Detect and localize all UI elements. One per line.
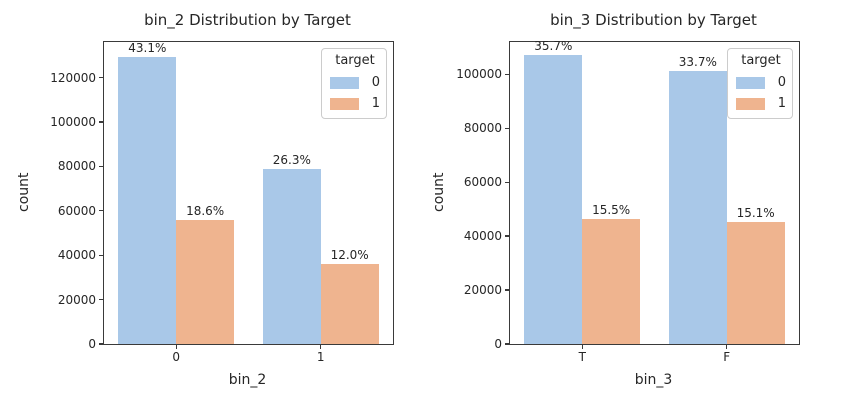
y-tick-label: 0 (494, 337, 502, 351)
x-tick-label: F (723, 350, 731, 364)
y-tick-label: 40000 (57, 248, 96, 263)
bar-bin_2-1-target-1 (320, 264, 379, 344)
bar-bin_3-T-target-1 (582, 218, 641, 344)
legend-swatch (330, 97, 359, 110)
legend-item: 1 (330, 97, 380, 110)
bar-bin_2-0-target-1 (176, 220, 235, 344)
chart-title: bin_2 Distribution by Target (144, 11, 351, 29)
y-tick-label: 20000 (463, 283, 502, 298)
bar-value-label: 15.1% (736, 205, 775, 220)
y-tick-label: 100000 (50, 114, 96, 129)
chart-title: bin_3 Distribution by Target (550, 11, 757, 29)
legend-swatch (736, 97, 765, 110)
legend-swatch (330, 76, 359, 89)
bar-value-label: 18.6% (186, 204, 225, 219)
y-tick-mark (505, 289, 510, 291)
bar-value-label: 35.7% (534, 39, 573, 54)
legend-title: target (335, 53, 375, 68)
y-tick-mark (505, 181, 510, 183)
legend-title: target (741, 53, 781, 68)
chart-bin-2: bin_2 Distribution by Target count 0 2000… (16, 11, 394, 388)
x-tick-label: T (578, 350, 586, 364)
y-tick-label: 120000 (50, 70, 96, 85)
bar-bin_2-0-target-0 (118, 56, 177, 344)
y-tick-mark (505, 343, 510, 345)
y-tick-mark (99, 254, 104, 256)
chart-bin-3: bin_3 Distribution by Target count 0 2000… (426, 0, 852, 403)
bar-bin_2-1-target-0 (262, 168, 321, 344)
y-tick-label: 60000 (57, 203, 96, 218)
y-tick-mark (99, 76, 104, 79)
x-tick-mark (581, 344, 583, 349)
bar-value-label: 33.7% (678, 55, 717, 70)
plot-area: 0 20000 40000 60000 80000 100000 35.7% 33.7% 15.… (456, 39, 800, 364)
y-tick-label: 40000 (463, 229, 502, 244)
legend-label: 0 (777, 75, 786, 90)
bar-value-label: 15.5% (592, 202, 631, 217)
y-tick-label: 20000 (57, 292, 96, 307)
x-tick-label: 0 (172, 350, 181, 364)
y-tick-mark (99, 210, 104, 212)
legend-item: 0 (330, 76, 380, 89)
plot-area: 0 20000 40000 60000 80000 100000 120000 43.1% 26… (50, 40, 394, 364)
x-axis-label: bin_3 (634, 372, 673, 388)
bar-value-label: 12.0% (330, 248, 369, 263)
y-tick-label: 80000 (463, 121, 502, 136)
bar-bin_3-F-target-1 (726, 221, 785, 344)
y-tick-label: 0 (88, 337, 96, 351)
y-tick-mark (99, 343, 104, 345)
x-tick-label: 1 (316, 350, 325, 364)
y-tick-mark (505, 73, 510, 75)
x-axis-label: bin_2 (228, 372, 267, 388)
y-tick-mark (505, 235, 510, 237)
y-tick-mark (505, 127, 510, 129)
legend-swatch (736, 76, 765, 89)
y-tick-mark (99, 121, 104, 123)
x-tick-mark (726, 344, 728, 349)
legend-item: 0 (736, 76, 786, 89)
bar-value-label: 26.3% (272, 152, 311, 167)
y-tick-label: 60000 (463, 175, 502, 190)
y-tick-mark (99, 298, 104, 301)
bar-bin_3-T-target-0 (524, 55, 583, 344)
legend-item: 1 (736, 97, 786, 110)
y-tick-label: 80000 (57, 159, 96, 174)
legend: target 0 1 (727, 48, 793, 119)
bar-bin_3-F-target-0 (668, 71, 727, 344)
y-tick-mark (99, 165, 104, 167)
legend-label: 1 (371, 96, 380, 111)
legend-label: 0 (371, 75, 380, 90)
legend-label: 1 (777, 96, 786, 111)
y-tick-label: 100000 (456, 67, 502, 82)
x-tick-mark (320, 344, 322, 349)
x-tick-mark (175, 344, 177, 349)
bar-value-label: 43.1% (128, 40, 167, 55)
legend: target 0 1 (321, 48, 387, 119)
